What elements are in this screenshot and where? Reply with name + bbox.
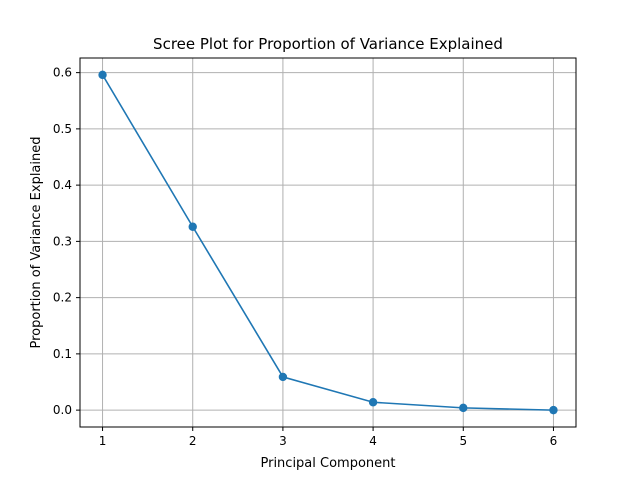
axis-ticks: 1 2 3 4 5 6 0.0 0.1 0.2 0.3 0.4 0.5 0.6 — [53, 66, 557, 448]
data-series — [98, 70, 558, 415]
x-tick-label: 4 — [369, 434, 377, 448]
data-point — [549, 405, 558, 415]
y-tick-label: 0.2 — [53, 291, 72, 305]
y-tick-label: 0.0 — [53, 403, 72, 417]
y-tick-label: 0.3 — [53, 234, 72, 248]
data-point — [98, 70, 107, 80]
data-point — [278, 372, 288, 382]
series-line — [101, 74, 554, 411]
grid — [80, 58, 576, 427]
y-tick-label: 0.4 — [53, 178, 72, 192]
data-point — [459, 403, 468, 413]
y-tick-label: 0.5 — [53, 122, 72, 136]
plot-area-frame — [79, 57, 577, 428]
x-tick-label: 1 — [99, 434, 107, 448]
x-tick-label: 6 — [550, 434, 558, 448]
data-point — [188, 222, 197, 231]
y-tick-label: 0.6 — [53, 66, 72, 80]
x-tick-label: 3 — [279, 434, 287, 448]
x-tick-label: 2 — [189, 434, 197, 448]
x-tick-label: 5 — [459, 434, 467, 448]
y-axis-label: Proportion of Variance Explained — [29, 137, 44, 349]
x-axis-label: Principal Component — [260, 456, 395, 471]
data-point — [368, 398, 378, 407]
y-tick-label: 0.1 — [53, 347, 72, 361]
chart-title: Scree Plot for Proportion of Variance Ex… — [153, 35, 503, 53]
